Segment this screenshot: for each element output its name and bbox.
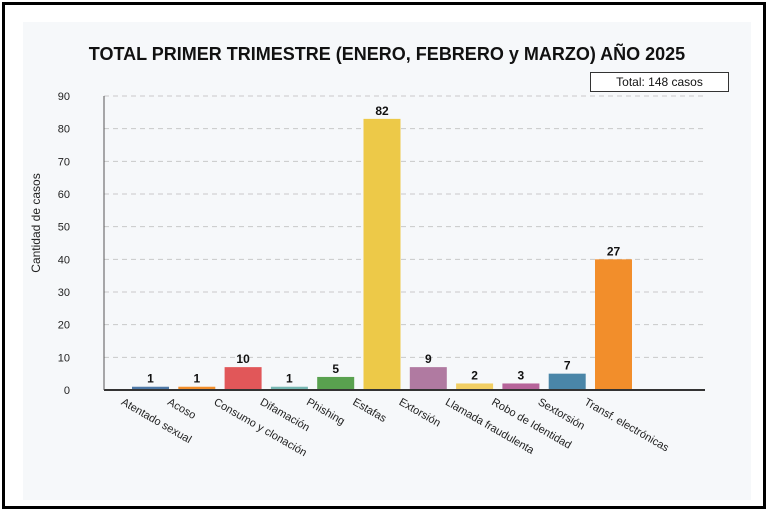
value-label: 1 [193,372,200,386]
y-tick-label: 80 [58,124,70,136]
bar [456,383,494,390]
y-tick-label: 10 [58,352,70,364]
x-tick-label: Transf. electrónicas [582,396,671,454]
value-label: 2 [471,368,478,382]
bar [132,386,169,390]
bar [224,367,262,390]
value-label: 3 [518,368,525,382]
value-label: 82 [375,104,389,118]
y-tick-label: 40 [58,254,70,266]
total-annotation: Total: 148 casos [590,72,729,92]
x-tick-label: Acoso [165,396,197,422]
bar [178,386,216,390]
bars [132,118,632,390]
y-tick-label: 70 [58,156,70,168]
value-labels: 1 1 10 1 5 82 9 2 3 7 27 [147,104,620,386]
x-tick-label: Extorsión [397,396,443,429]
grid-lines [104,95,705,358]
bar [317,376,355,390]
y-tick-label: 20 [58,320,70,332]
y-tick-label: 50 [58,222,70,234]
value-label: 9 [425,352,432,366]
bar [270,386,308,390]
value-label: 27 [607,244,621,258]
y-tick-label: 30 [58,287,70,299]
bar [363,118,401,390]
chart-title: TOTAL PRIMER TRIMESTRE (ENERO, FEBRERO y… [88,44,686,64]
value-label: 1 [286,372,293,386]
value-label: 7 [564,359,571,373]
y-tick-label: 60 [58,189,70,201]
value-label: 1 [147,372,154,386]
value-label: 5 [332,362,339,376]
bar [548,373,586,390]
bar [409,367,447,390]
y-tick-label: 0 [64,385,70,397]
y-axis-label: Cantidad de casos [29,173,43,272]
x-tick-label: Estafas [351,396,389,425]
y-tick-label: 90 [58,91,70,103]
bar [502,383,540,390]
bar [595,259,632,390]
value-label: 10 [236,352,250,366]
y-tick-labels: 0 10 20 30 40 50 60 70 80 90 [58,91,70,397]
